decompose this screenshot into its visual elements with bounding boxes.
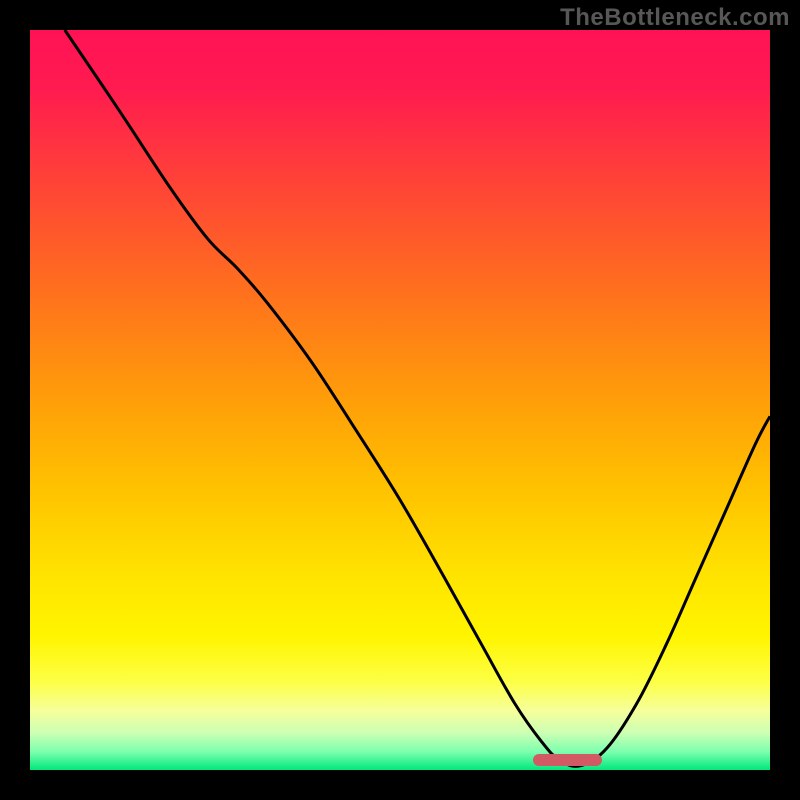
canvas: TheBottleneck.com — [0, 0, 800, 800]
curve-path — [65, 30, 770, 766]
plot-area — [30, 30, 770, 770]
bottleneck-curve — [30, 30, 770, 770]
watermark-text: TheBottleneck.com — [560, 4, 790, 32]
minimum-marker — [533, 754, 602, 766]
